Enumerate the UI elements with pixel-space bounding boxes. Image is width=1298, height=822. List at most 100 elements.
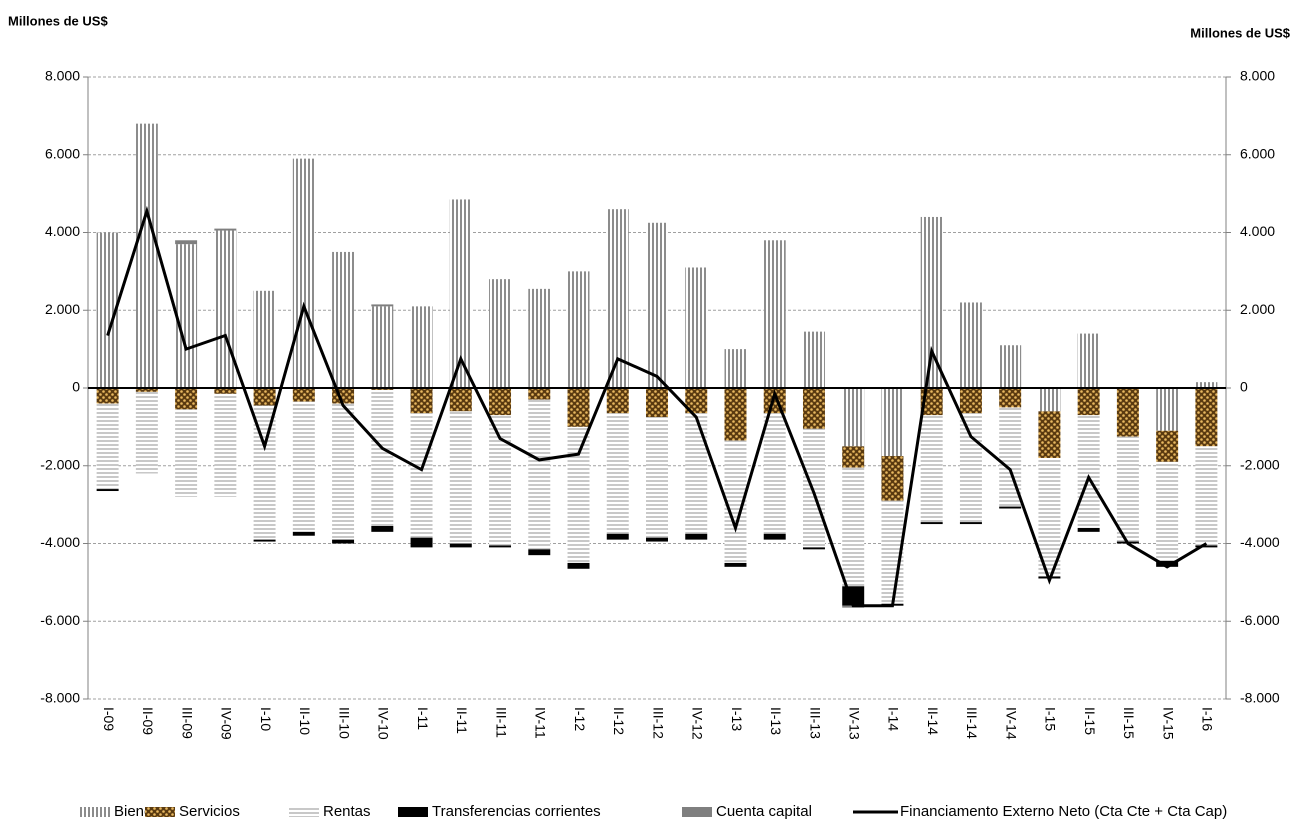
- bar: [646, 222, 668, 388]
- bar: [371, 526, 394, 532]
- bar: [1077, 333, 1100, 388]
- bar: [567, 388, 590, 427]
- y2-axis-title: Millones de US$: [1190, 25, 1290, 40]
- bar: [881, 456, 904, 501]
- bar: [842, 467, 865, 587]
- bar: [175, 388, 198, 410]
- bar: [685, 413, 708, 534]
- x-tick-label: II-13: [768, 707, 784, 735]
- bar: [214, 230, 237, 388]
- bar: [1038, 388, 1061, 412]
- y2-tick-label: 4.000: [1240, 223, 1275, 239]
- x-tick-label: I-10: [258, 707, 274, 731]
- x-tick-label: II-12: [611, 707, 627, 735]
- y-tick-label: 4.000: [45, 223, 80, 239]
- bar: [528, 388, 551, 400]
- y-axis-title: Millones de US$: [8, 13, 108, 28]
- y-tick-label: -6.000: [40, 612, 80, 628]
- bar: [606, 413, 629, 534]
- bar: [449, 411, 472, 544]
- x-tick-label: I-09: [101, 707, 117, 731]
- bar: [802, 428, 825, 548]
- x-tick-label: IV-10: [376, 707, 392, 740]
- bar: [959, 302, 982, 388]
- x-tick-label: III-11: [493, 707, 509, 738]
- x-tick-label: IV-09: [219, 707, 235, 740]
- bar: [1077, 388, 1100, 416]
- bar: [175, 240, 198, 245]
- legend-label: Financiamento Externo Neto (Cta Cte + Ct…: [900, 803, 1227, 820]
- bar: [449, 199, 472, 388]
- bar: [135, 123, 158, 389]
- bar: [135, 391, 158, 474]
- bar: [567, 271, 590, 388]
- bar: [724, 349, 747, 388]
- bar: [1195, 382, 1218, 388]
- x-tick-label: II-11: [454, 707, 470, 734]
- x-tick-label: III-09: [179, 707, 195, 739]
- bar: [1195, 446, 1218, 546]
- y2-tick-label: -2.000: [1240, 456, 1280, 472]
- bar: [567, 426, 590, 563]
- bar: [332, 539, 355, 544]
- x-tick-label: III-10: [336, 707, 352, 739]
- bar: [685, 388, 708, 414]
- bar: [999, 506, 1022, 509]
- bar: [724, 562, 747, 567]
- bar: [96, 232, 119, 388]
- bar: [606, 533, 629, 540]
- x-tick-label: IV-14: [1003, 707, 1019, 740]
- bar: [528, 288, 551, 388]
- bar: [332, 388, 355, 404]
- bar: [371, 389, 394, 527]
- bar: [802, 331, 825, 388]
- bar: [292, 388, 315, 402]
- bar: [489, 388, 512, 416]
- bar: [999, 345, 1022, 388]
- x-tick-label: I-16: [1200, 707, 1216, 731]
- bar: [96, 489, 119, 492]
- x-tick-label: II-15: [1082, 707, 1098, 735]
- bar: [959, 522, 982, 525]
- legend-swatch: [398, 807, 428, 817]
- bar: [292, 531, 315, 536]
- bar: [646, 417, 668, 538]
- x-tick-label: I-15: [1043, 707, 1059, 731]
- x-tick-label: IV-11: [533, 707, 549, 739]
- x-tick-label: II-09: [140, 707, 156, 735]
- bar: [1116, 388, 1139, 437]
- bar: [1195, 545, 1218, 548]
- bar: [646, 537, 668, 542]
- bar: [842, 388, 865, 447]
- bar: [489, 415, 512, 546]
- y-tick-label: 8.000: [45, 68, 80, 84]
- bar: [646, 388, 668, 418]
- bar: [175, 244, 198, 388]
- x-tick-label: III-15: [1121, 707, 1137, 739]
- bar: [410, 388, 433, 414]
- bar: [1156, 388, 1179, 431]
- bar: [1038, 457, 1061, 577]
- bar: [371, 306, 394, 388]
- bar: [842, 446, 865, 468]
- bar: [253, 405, 276, 540]
- bar: [528, 549, 551, 556]
- bar: [292, 158, 315, 388]
- bar: [371, 304, 394, 307]
- bar: [1077, 527, 1100, 532]
- bar: [292, 401, 315, 532]
- bar: [410, 537, 433, 548]
- bar: [685, 533, 708, 540]
- bar: [959, 413, 982, 523]
- bar: [332, 251, 355, 388]
- y2-tick-label: -4.000: [1240, 534, 1280, 550]
- bar: [920, 415, 943, 523]
- bar: [489, 545, 512, 548]
- x-tick-label: IV-12: [690, 707, 706, 740]
- y2-tick-label: 6.000: [1240, 145, 1275, 161]
- x-tick-label: II-14: [925, 707, 941, 735]
- legend-swatch: [80, 807, 110, 817]
- bar: [802, 547, 825, 550]
- x-tick-label: III-12: [650, 707, 666, 739]
- bar: [724, 440, 747, 563]
